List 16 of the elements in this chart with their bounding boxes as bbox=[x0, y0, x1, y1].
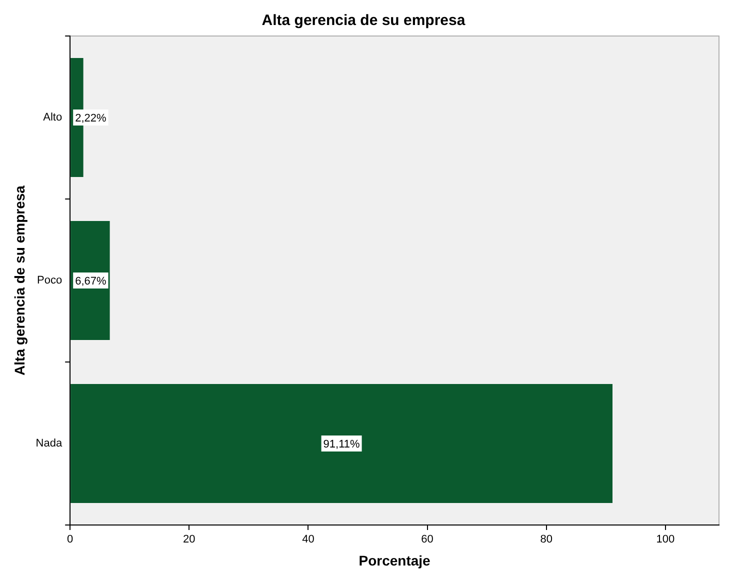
y-tick-label: Nada bbox=[36, 438, 63, 450]
y-tick-label: Poco bbox=[37, 274, 62, 287]
chart-title: Alta gerencia de su empresa bbox=[262, 12, 466, 30]
x-tick-label: 80 bbox=[540, 534, 552, 546]
x-tick-label: 20 bbox=[183, 534, 196, 546]
x-tick-label: 60 bbox=[421, 534, 434, 546]
x-tick-label: 0 bbox=[67, 534, 74, 546]
data-label: 6,67% bbox=[75, 276, 106, 288]
x-tick-label: 40 bbox=[302, 534, 314, 546]
data-label: 91,11% bbox=[323, 438, 360, 451]
data-label: 2,22% bbox=[75, 112, 106, 125]
y-axis-title: Alta gerencia de su empresa bbox=[11, 185, 28, 376]
bar bbox=[70, 384, 612, 503]
y-tick-label: Alto bbox=[43, 112, 62, 124]
x-tick-label: 100 bbox=[656, 534, 675, 546]
x-axis-title: Porcentaje bbox=[358, 552, 431, 568]
